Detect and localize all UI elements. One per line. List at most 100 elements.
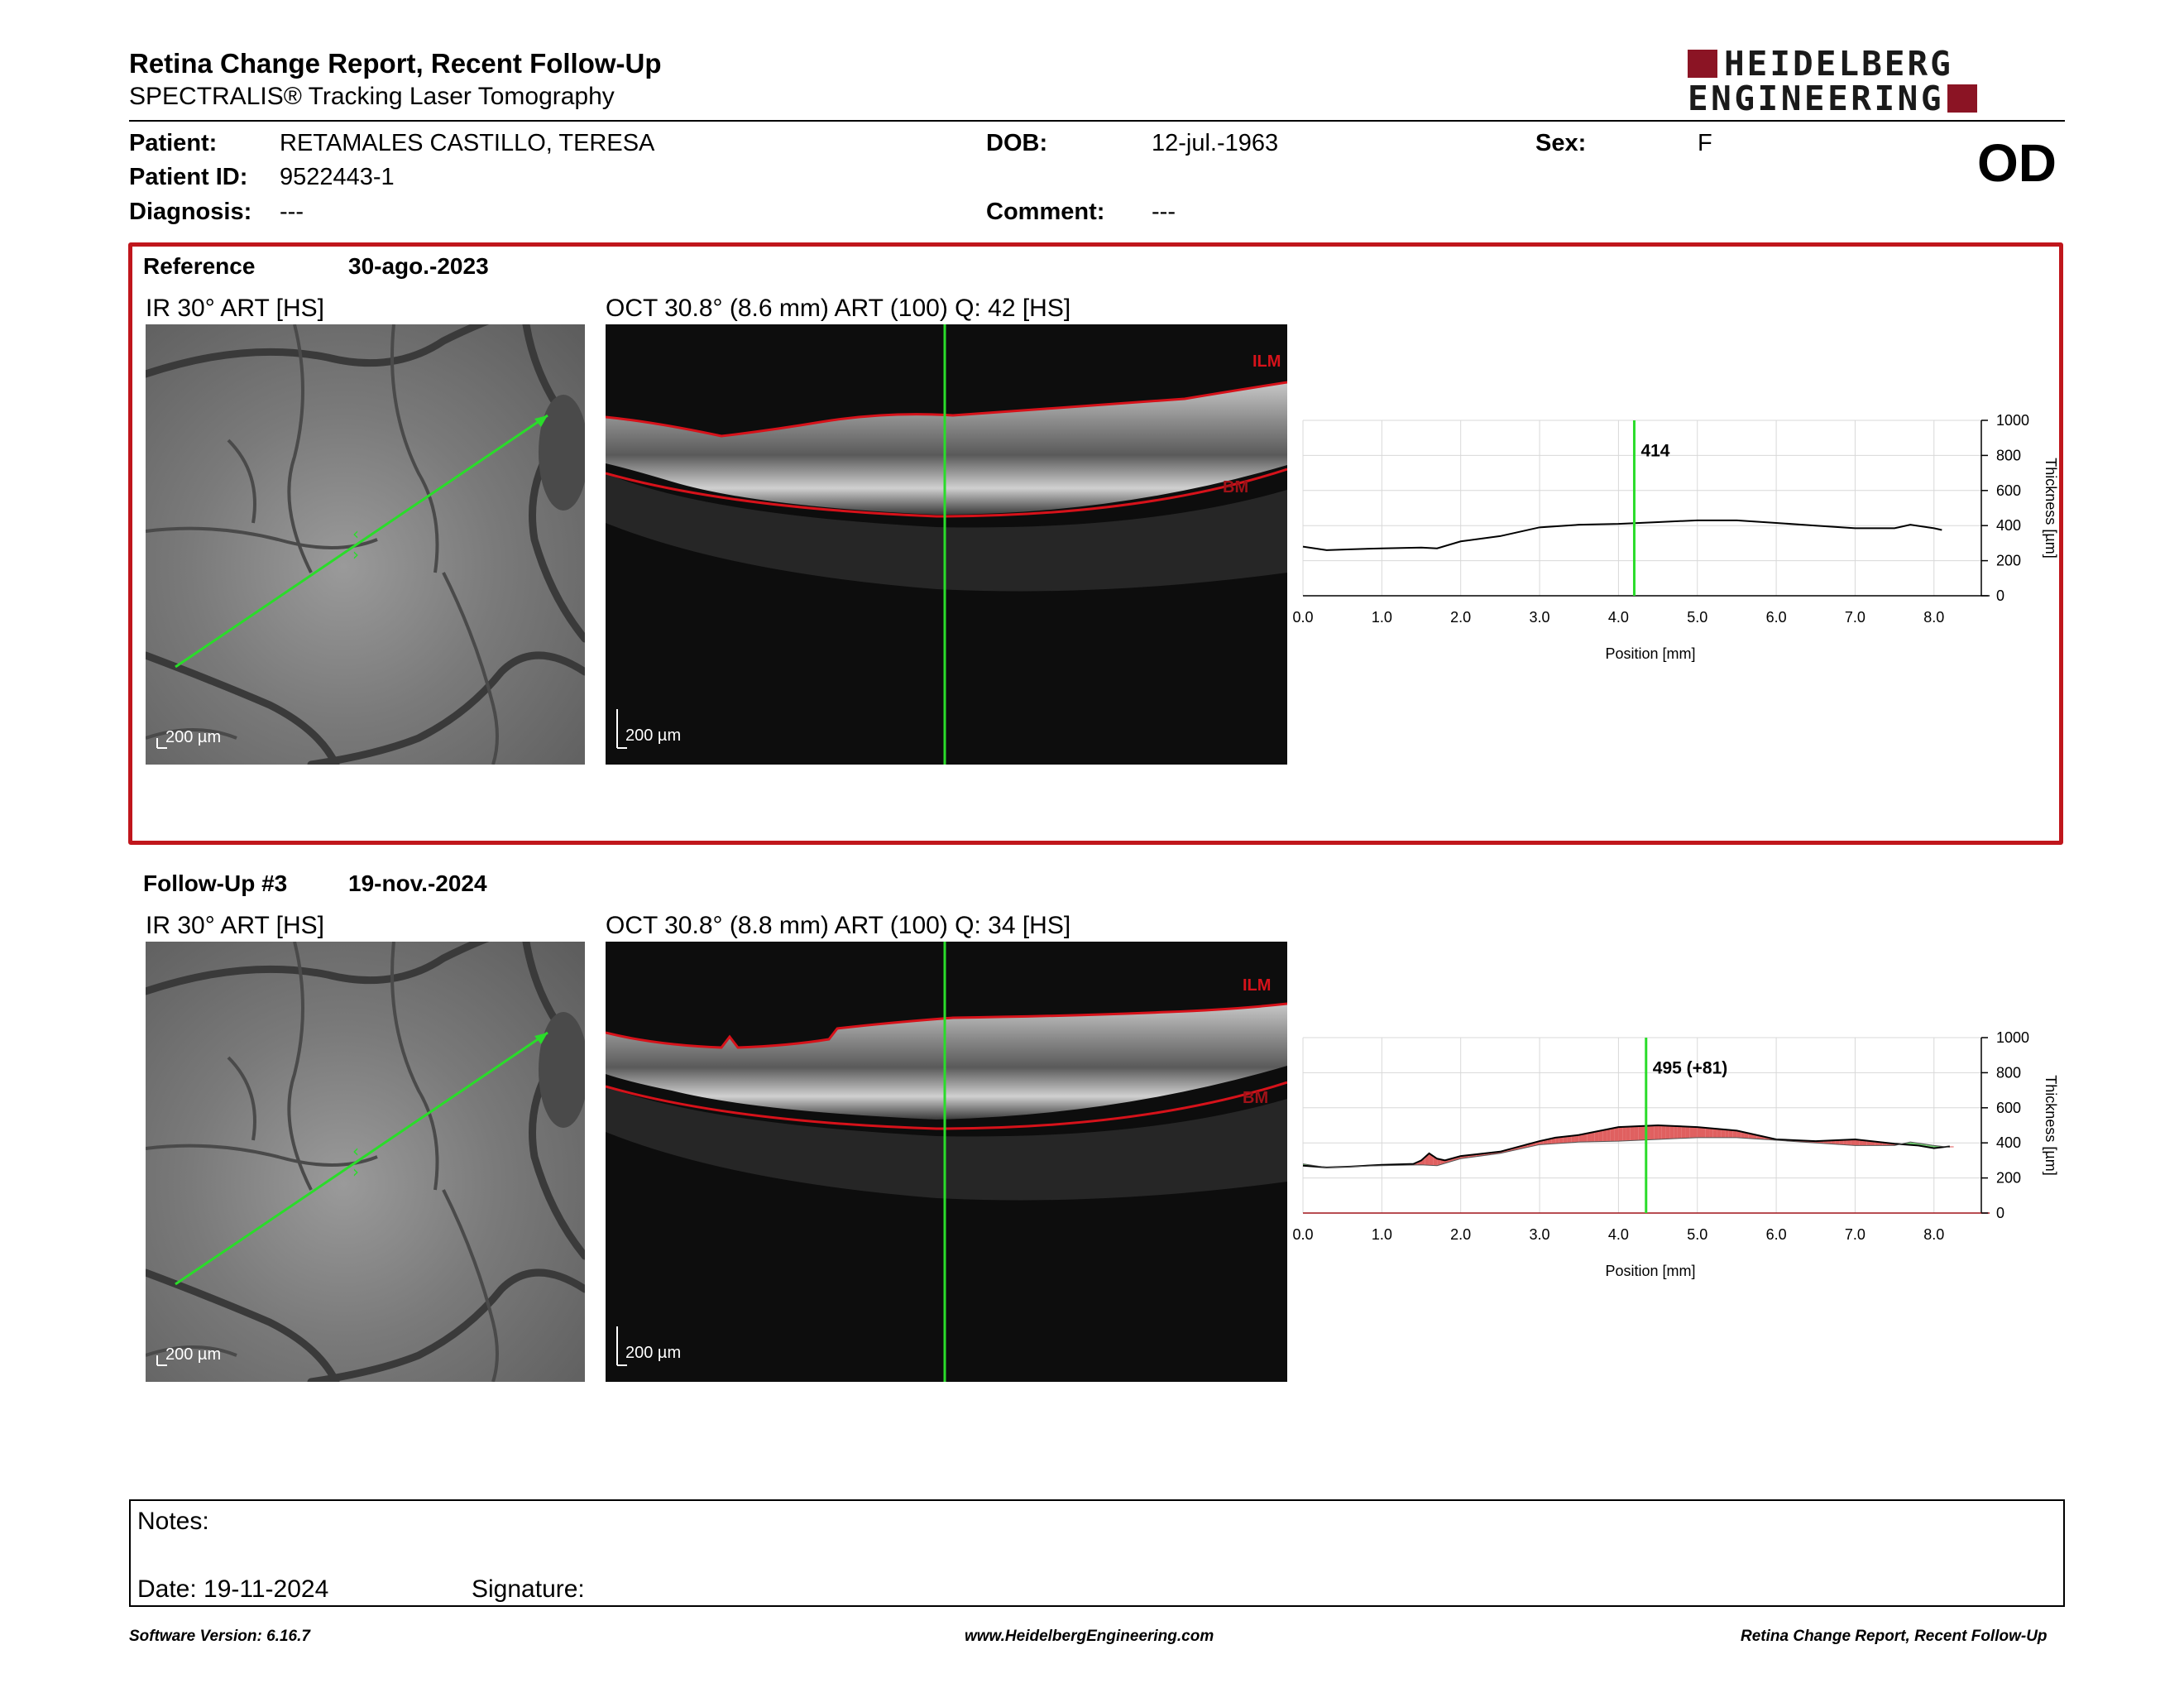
reference-frame [128, 242, 2063, 845]
difference-fill [1563, 1136, 1568, 1144]
difference-fill [1650, 1125, 1655, 1140]
difference-fill [1665, 1125, 1670, 1139]
difference-fill [1421, 1157, 1425, 1165]
difference-fill [1594, 1130, 1599, 1142]
thickness-line [1302, 519, 1942, 551]
difference-fill [1677, 1126, 1682, 1139]
y-tick-label: 200 [1996, 1170, 2021, 1187]
sex-label: Sex: [1535, 130, 1587, 156]
y-tick-label: 400 [1996, 517, 2021, 534]
difference-fill [1744, 1132, 1749, 1139]
date-label: Date: 19-11-2024 [137, 1575, 329, 1603]
followup-label: Follow-Up #3 [143, 870, 288, 896]
difference-fill [1654, 1125, 1659, 1140]
difference-fill [1614, 1127, 1619, 1142]
header-divider [129, 120, 2065, 122]
difference-fill [1591, 1131, 1595, 1142]
x-axis-label: Position [mm] [1605, 1263, 1695, 1279]
x-tick-label: 1.0 [1372, 1226, 1392, 1243]
difference-fill [1712, 1128, 1717, 1138]
followup-oct-bscan-image: ILM BM 200 µm [606, 942, 1287, 1382]
y-tick-label: 0 [1996, 587, 2004, 604]
logo-square-right [1947, 84, 1978, 113]
difference-fill [1622, 1126, 1626, 1141]
difference-fill [1866, 1140, 1871, 1146]
difference-fill [1741, 1131, 1745, 1139]
footer-website[interactable]: www.HeidelbergEngineering.com [965, 1628, 1214, 1645]
cursor-value-label: 495 (+81) [1653, 1058, 1727, 1077]
difference-fill [1618, 1126, 1623, 1142]
y-tick-label: 800 [1996, 447, 2021, 463]
difference-fill [1717, 1129, 1722, 1138]
y-tick-label: 400 [1996, 1134, 2021, 1151]
reference-bm-label: BM [1223, 478, 1249, 496]
difference-fill [1846, 1139, 1851, 1146]
x-tick-label: 8.0 [1923, 1226, 1944, 1243]
x-tick-label: 3.0 [1530, 1226, 1550, 1243]
x-tick-label: 7.0 [1845, 1226, 1866, 1243]
followup-ir-caption: IR 30° ART [HS] [146, 912, 324, 939]
difference-fill [1587, 1132, 1592, 1142]
difference-fill [1607, 1129, 1611, 1142]
x-tick-label: 7.0 [1845, 609, 1866, 626]
y-tick-label: 600 [1996, 1100, 2021, 1116]
logo-square-left [1688, 50, 1717, 78]
reference-oct-scale: 200 µm [625, 727, 682, 745]
heidelberg-logo: HEIDELBERG ENGINEERING [1688, 44, 2068, 117]
followup-ir-fundus-image: ‹ › 200 µm [146, 942, 585, 1382]
svg-text:›: › [352, 1162, 359, 1182]
followup-oct-caption: OCT 30.8° (8.8 mm) ART (100) Q: 34 [HS] [606, 912, 1071, 939]
difference-fill [1630, 1126, 1635, 1141]
difference-fill [1610, 1128, 1615, 1142]
difference-fill [1429, 1153, 1434, 1166]
difference-fill [1732, 1129, 1737, 1138]
x-tick-label: 4.0 [1608, 1226, 1629, 1243]
difference-fill [1693, 1126, 1698, 1139]
x-tick-label: 2.0 [1450, 1226, 1471, 1243]
difference-fill [1634, 1126, 1639, 1141]
report-title: Retina Change Report, Recent Follow-Up [129, 48, 662, 79]
difference-fill [1551, 1137, 1556, 1144]
y-axis-label: Thickness [µm] [2043, 1075, 2059, 1175]
x-tick-label: 0.0 [1292, 609, 1313, 626]
x-tick-label: 3.0 [1530, 609, 1550, 626]
report-subtitle: SPECTRALIS® Tracking Laser Tomography [129, 83, 615, 110]
difference-fill [1583, 1133, 1588, 1143]
footer-version: Software Version: 6.16.7 [129, 1628, 310, 1645]
difference-fill [1701, 1127, 1706, 1138]
y-tick-label: 0 [1996, 1205, 2004, 1221]
difference-fill [1674, 1125, 1678, 1139]
logo-word-top: HEIDELBERG [1724, 44, 1953, 84]
dob-value: 12-jul.-1963 [1152, 130, 1279, 156]
difference-fill [1728, 1129, 1733, 1138]
y-tick-label: 200 [1996, 553, 2021, 569]
difference-fill [1843, 1139, 1847, 1145]
notes-label: Notes: [137, 1508, 209, 1535]
difference-fill [1555, 1137, 1559, 1144]
difference-fill [1681, 1126, 1686, 1139]
svg-text:›: › [352, 544, 359, 564]
patient-id-label: Patient ID: [129, 164, 248, 190]
x-axis-label: Position [mm] [1605, 645, 1695, 662]
x-tick-label: 1.0 [1372, 609, 1392, 626]
difference-fill [1709, 1128, 1713, 1138]
reference-thickness-line [1302, 1137, 1950, 1168]
eye-indicator: OD [1977, 133, 2057, 193]
thickness-line [1302, 1124, 1950, 1168]
patient-label: Patient: [129, 130, 218, 156]
followup-ir-scale: 200 µm [165, 1345, 222, 1364]
difference-fill [1725, 1129, 1729, 1138]
y-tick-label: 1000 [1996, 412, 2029, 429]
difference-fill [1626, 1126, 1631, 1141]
reference-oct-caption: OCT 30.8° (8.6 mm) ART (100) Q: 42 [HS] [606, 295, 1071, 322]
followup-ilm-label: ILM [1243, 976, 1272, 995]
difference-fill [1839, 1139, 1844, 1145]
x-tick-label: 6.0 [1766, 1226, 1787, 1243]
reference-ilm-label: ILM [1252, 352, 1281, 371]
x-tick-label: 8.0 [1923, 609, 1944, 626]
dob-label: DOB: [986, 130, 1048, 156]
difference-fill [1705, 1127, 1710, 1138]
notes-box[interactable]: Notes: Date: 19-11-2024 Signature: [129, 1499, 2065, 1607]
difference-fill [1697, 1127, 1702, 1138]
difference-fill [1669, 1125, 1674, 1139]
